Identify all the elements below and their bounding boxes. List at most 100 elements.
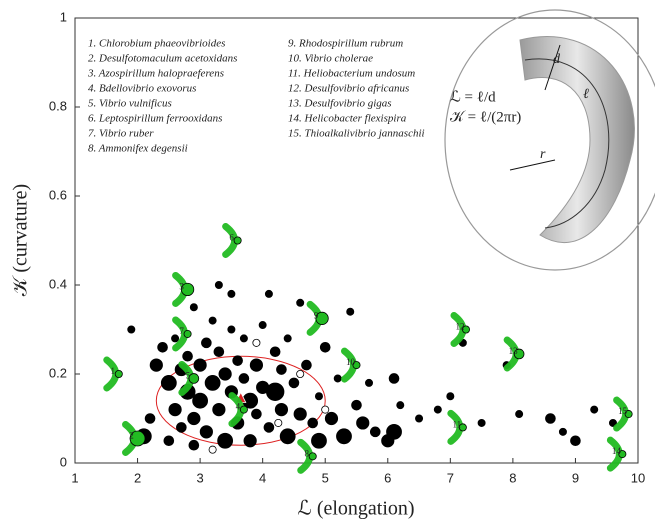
species-point [239,405,248,414]
data-point [369,426,381,438]
inset-r: r [540,147,546,162]
data-point [208,316,217,325]
x-tick-label: 3 [196,470,203,485]
species-label: 13 [509,346,519,356]
species-label: 15 [618,406,628,416]
legend-entry: 5. Vibrio vulnificus [88,98,172,110]
data-point [314,392,323,401]
legend-entry: 2. Desulfotomaculum acetoxidans [88,53,237,65]
data-point [264,289,273,298]
data-point [283,334,292,343]
data-point [127,325,136,334]
inset-d: d [553,52,561,67]
data-point [193,358,207,372]
data-point [545,413,556,424]
species-label: 6 [229,233,234,243]
data-point [590,405,599,414]
inset-ellipse [444,9,655,271]
species-label: 14 [612,446,622,456]
data-point [243,434,257,448]
y-tick-label: 0.4 [49,276,67,291]
data-point [160,374,177,391]
legend-entry: 12. Desulfovibrio africanus [288,83,409,95]
inset-tube [519,36,635,243]
data-point [232,355,243,366]
data-point [238,373,250,384]
data-point [249,358,264,372]
data-point [279,428,296,445]
x-tick-label: 10 [631,470,645,485]
species-point [624,410,633,419]
x-tick-label: 5 [322,470,329,485]
species-label: 8 [304,448,309,458]
x-tick-label: 9 [572,470,579,485]
species-label: 4 [236,402,241,412]
data-point [204,374,221,391]
species-point [308,452,317,461]
data-point [396,401,405,410]
data-point [157,341,168,353]
data-point [386,423,402,440]
species-point [352,361,361,370]
y-tick-label: 0.8 [49,98,67,113]
legend-entry: 13. Desulfovibrio gigas [288,98,392,110]
legend-entry: 1. Chlorobium phaeovibrioides [88,38,225,50]
data-point [149,358,163,372]
legend-entry: 8. Ammonifex degensii [88,143,188,155]
inset-d-arrow [544,44,561,91]
x-tick-label: 6 [384,470,391,485]
data-point [144,413,156,424]
species-point [129,430,146,447]
data-point [346,307,355,316]
data-point [570,435,581,447]
data-point [433,405,442,414]
species-label: 10 [346,357,356,367]
data-point [365,378,374,387]
data-point [213,346,225,358]
legend-entry: 15. Thioalkalivibrio jannaschii [288,128,425,140]
data-point [208,445,217,454]
data-point [258,321,267,330]
data-point [217,432,234,449]
inset-formula-l: ℒ = ℓ/d [450,89,496,105]
data-point [201,337,212,349]
data-point [293,407,307,421]
data-point [218,367,232,381]
species-point [461,325,470,334]
data-point [311,432,327,449]
data-point [446,392,455,401]
data-point [214,280,223,289]
data-point [212,402,226,417]
species-label: 9 [314,310,319,320]
data-point [415,414,424,423]
data-point [265,382,285,402]
inset-centerline [524,58,610,229]
species-point [181,282,195,297]
legend-entry: 6. Leptospirillum ferrooxidans [88,113,222,125]
legend-entry: 10. Vibrio cholerae [288,53,373,65]
legend-entry: 3. Azospirillum halopraeferens [87,68,224,80]
inset-formula-k: 𝒦 = ℓ/(2πr) [450,109,521,125]
species-point [513,348,525,360]
species-point [183,329,192,338]
data-point [263,422,275,433]
data-point [296,369,305,378]
species-label: 1 [111,366,116,376]
species-point [315,311,329,325]
x-tick-label: 2 [134,470,141,485]
x-axis-label: ℒ (elongation) [297,498,414,520]
data-point [351,399,362,411]
data-point [168,402,182,417]
x-tick-label: 1 [71,470,78,485]
data-point [333,374,342,383]
data-point [171,334,180,343]
species-label: 3 [179,282,184,292]
data-point [477,418,486,427]
species-point [618,450,627,459]
data-point [321,405,330,414]
data-point [187,411,201,426]
data-point [274,418,283,427]
inset-r-arrow [509,159,556,171]
inset: d ℓ r ℒ = ℓ/d 𝒦 = ℓ/(2πr) [444,9,655,271]
